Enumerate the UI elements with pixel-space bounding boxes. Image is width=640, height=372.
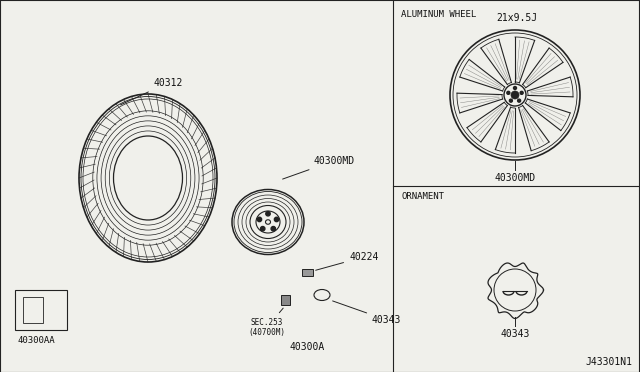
Circle shape xyxy=(260,227,265,231)
Circle shape xyxy=(275,217,279,222)
Text: ORNAMENT: ORNAMENT xyxy=(401,192,444,201)
Circle shape xyxy=(509,99,513,102)
Bar xyxy=(23,297,43,323)
Circle shape xyxy=(520,92,523,94)
Ellipse shape xyxy=(314,289,330,301)
Circle shape xyxy=(511,91,519,99)
Ellipse shape xyxy=(250,205,286,238)
Text: SEC.253
(40700M): SEC.253 (40700M) xyxy=(248,308,285,337)
Circle shape xyxy=(507,92,510,94)
Text: 40312: 40312 xyxy=(120,78,182,105)
Text: ALUMINUM WHEEL: ALUMINUM WHEEL xyxy=(401,10,476,19)
Text: J43301N1: J43301N1 xyxy=(585,357,632,367)
Ellipse shape xyxy=(266,220,271,224)
Circle shape xyxy=(513,87,516,90)
Text: 40343: 40343 xyxy=(333,301,401,325)
Ellipse shape xyxy=(256,211,280,233)
Text: 21x9.5J: 21x9.5J xyxy=(497,13,538,23)
Ellipse shape xyxy=(113,136,182,220)
Bar xyxy=(281,295,290,305)
Text: 40300MD: 40300MD xyxy=(283,156,354,179)
Text: 40300A: 40300A xyxy=(289,342,324,352)
Text: 40300MD: 40300MD xyxy=(495,173,536,183)
Bar xyxy=(302,269,313,276)
Ellipse shape xyxy=(232,189,304,254)
Circle shape xyxy=(257,217,262,222)
Text: 40224: 40224 xyxy=(316,252,378,270)
Circle shape xyxy=(504,84,526,106)
Text: 40343: 40343 xyxy=(500,329,530,339)
Circle shape xyxy=(271,227,275,231)
Circle shape xyxy=(450,30,580,160)
Circle shape xyxy=(518,99,520,102)
Circle shape xyxy=(266,212,270,216)
Text: 40300AA: 40300AA xyxy=(17,336,54,345)
